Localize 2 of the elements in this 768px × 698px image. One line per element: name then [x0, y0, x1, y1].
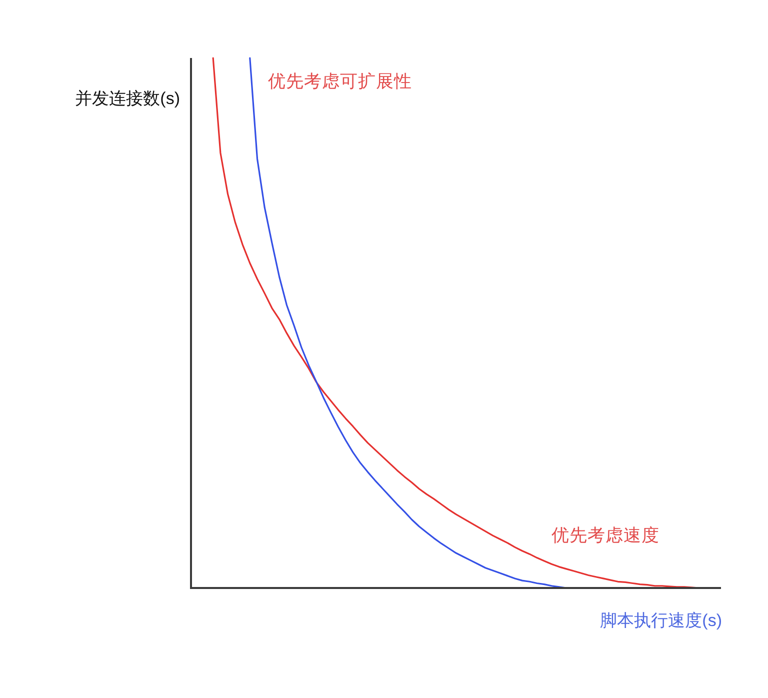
y-axis-title: 并发连接数(s)	[75, 89, 180, 108]
x-axis-title: 脚本执行速度(s)	[600, 611, 722, 630]
